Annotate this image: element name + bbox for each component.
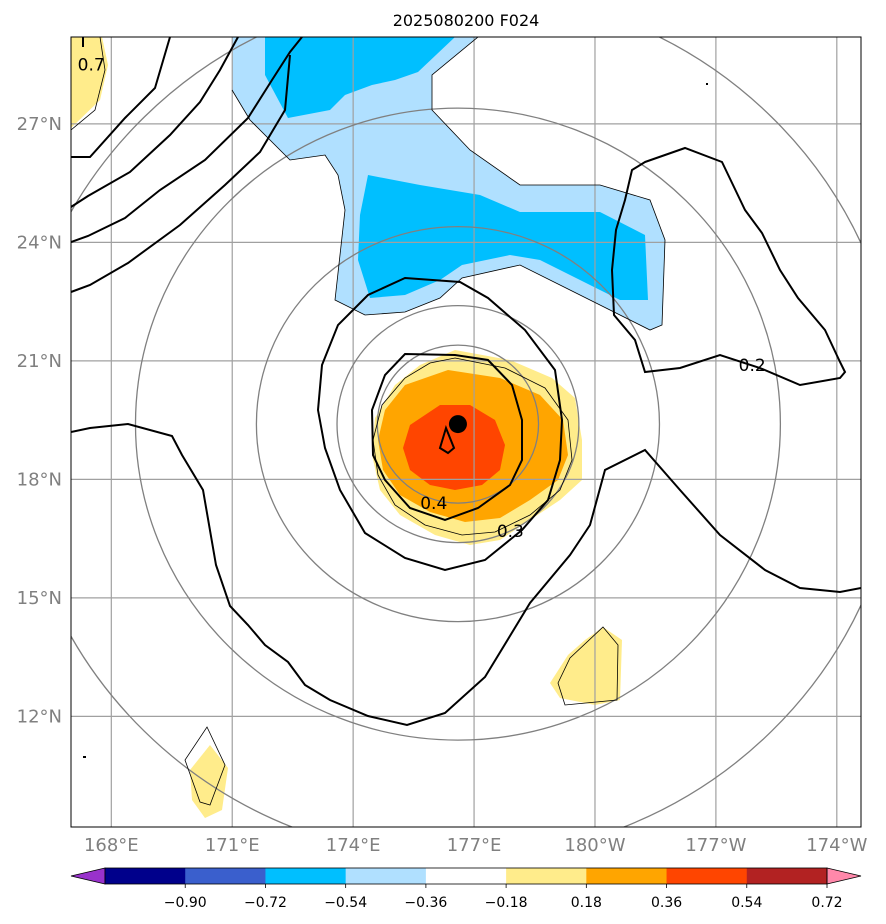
contour-labels: 0.7 0.4 0.3 0.2 — [78, 56, 766, 542]
chart-title: 2025080200 F024 — [393, 11, 540, 30]
contour-0.2-east — [610, 146, 847, 387]
colorbar-segment-2 — [265, 868, 347, 884]
range-ring-2 — [255, 225, 661, 623]
map-area: 0.7 0.4 0.3 0.2 — [71, 37, 861, 827]
y-tick-labels: 12°N 15°N 18°N 21°N 24°N 27°N — [17, 114, 62, 728]
range-ring-3 — [134, 107, 782, 741]
y-tick-label-3: 21°N — [17, 351, 62, 372]
contour-label-2: 0.3 — [497, 522, 524, 542]
contour-nw-2 — [71, 37, 171, 158]
colorbar-label-0: −0.90 — [164, 895, 207, 911]
colorbar-segment-3 — [345, 868, 427, 884]
thin-contour-blue-outline — [231, 37, 666, 331]
colorbar-segment-1 — [185, 868, 266, 884]
contour-nw-5 — [71, 54, 291, 293]
colorbar-label-5: 0.18 — [571, 895, 602, 911]
thick-contours — [71, 37, 861, 727]
colorbar — [70, 867, 862, 885]
x-tick-label-1: 171°E — [205, 835, 260, 856]
yellow-field-sw — [190, 745, 228, 818]
colorbar-segment-4 — [425, 868, 507, 884]
y-tick-label-1: 15°N — [17, 588, 62, 609]
y-tick-label-0: 12°N — [17, 706, 62, 727]
colorbar-extend-high — [826, 867, 862, 885]
contour-nw-4 — [71, 37, 303, 243]
storm-center-marker — [448, 415, 467, 434]
colorbar-label-2: −0.54 — [324, 895, 367, 911]
colorbar-segment-7 — [666, 868, 748, 884]
yellow-field-nw — [71, 37, 108, 128]
small-marks — [83, 83, 708, 758]
map-frame — [70, 36, 862, 828]
colorbar-segment-5 — [506, 868, 587, 884]
shaded-fields — [71, 37, 665, 818]
colorbar-segment-8 — [746, 868, 828, 884]
colorbar-label-6: 0.36 — [651, 895, 682, 911]
y-tick-label-4: 24°N — [17, 232, 62, 253]
contour-0.4-inner — [370, 352, 523, 522]
blue-field-central — [358, 175, 648, 300]
y-tick-label-2: 18°N — [17, 469, 62, 490]
range-rings — [71, 37, 861, 827]
x-tick-label-2: 174°E — [326, 835, 381, 856]
contour-label-0: 0.7 — [78, 56, 105, 76]
colorbar-label-8: 0.72 — [811, 895, 842, 911]
x-tick-label-4: 180°W — [564, 835, 625, 856]
blue-field-north — [265, 37, 455, 118]
colorbar-labels: −0.90 −0.72 −0.54 −0.36 −0.18 0.18 0.36 0.54 0.7… — [164, 884, 843, 911]
x-tick-label-5: 177°W — [685, 835, 746, 856]
range-ring-1 — [336, 304, 580, 544]
contour-label-1: 0.4 — [420, 494, 447, 514]
colorbar-segment-6 — [586, 868, 668, 884]
x-tick-labels: 168°E 171°E 174°E 177°E 180°W 177°W 174°W — [84, 835, 868, 856]
colorbar-frame — [104, 867, 828, 885]
colorbar-label-7: 0.54 — [731, 895, 762, 911]
contour-west-0.3 — [71, 422, 861, 727]
contour-center-small — [438, 424, 456, 455]
colorbar-segment-0 — [105, 868, 186, 884]
colorbar-label-4: −0.18 — [485, 895, 528, 911]
contour-nw-3 — [71, 37, 239, 208]
colorbar-label-3: −0.36 — [404, 895, 447, 911]
thin-contour-se — [557, 626, 619, 706]
thin-contour-sw — [184, 726, 226, 806]
x-tick-label-3: 177°E — [447, 835, 502, 856]
y-tick-label-5: 27°N — [17, 114, 62, 135]
colorbar-extend-low — [70, 867, 106, 885]
thin-contour-nw — [71, 37, 106, 131]
contour-0.4-outer — [316, 276, 564, 572]
contour-label-3: 0.2 — [739, 356, 766, 376]
yellow-field-se — [550, 627, 622, 705]
x-tick-label-0: 168°E — [84, 835, 139, 856]
colorbar-label-1: −0.72 — [244, 895, 287, 911]
x-tick-label-6: 174°W — [806, 835, 867, 856]
